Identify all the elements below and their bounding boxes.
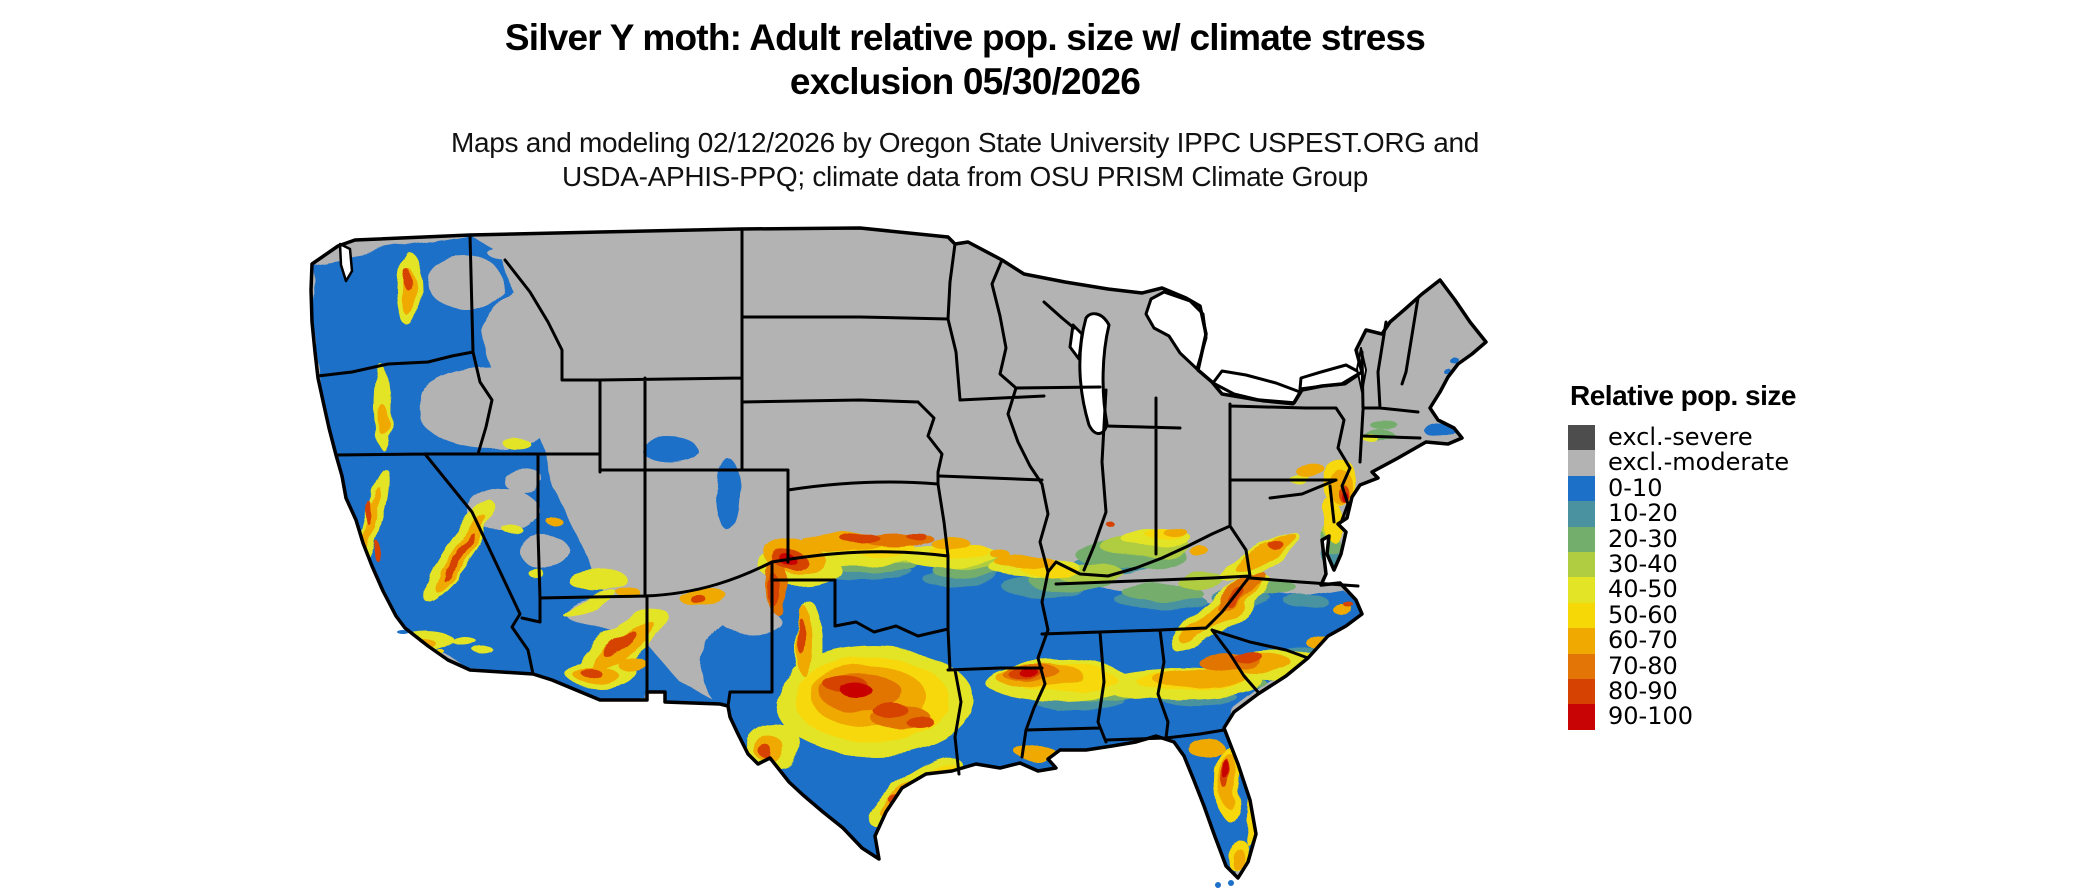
legend-label: 60-70 [1608, 626, 1678, 655]
plot-title-line1: Silver Y moth: Adult relative pop. size … [504, 17, 1426, 58]
legend-item: 30-40 [1568, 549, 1868, 578]
lake-huron [1144, 290, 1208, 371]
legend-label: 30-40 [1608, 549, 1678, 578]
legend-label: 90-100 [1608, 702, 1694, 731]
map-lakes [338, 242, 1367, 435]
legend-swatch-60-70 [1568, 628, 1595, 654]
legend-swatch-50-60 [1568, 602, 1595, 629]
legend-item: 70-80 [1568, 651, 1868, 680]
legend-swatch-90-100 [1568, 704, 1595, 730]
legend-label: 80-90 [1608, 676, 1678, 705]
plot-title-line2: exclusion 05/30/2026 [789, 61, 1141, 102]
legend-label: 50-60 [1608, 600, 1678, 629]
legend-label: excl.-severe [1608, 423, 1753, 451]
plot-header: Silver Y moth: Adult relative pop. size … [265, 16, 1665, 194]
legend-item: 20-30 [1568, 524, 1868, 553]
map-state-borders [316, 228, 1422, 776]
legend-swatch-excl-severe [1568, 425, 1595, 451]
legend-swatch-10-20 [1568, 501, 1595, 527]
map-zone-red [780, 495, 1351, 780]
legend-item: 90-100 [1568, 702, 1868, 731]
legend-item: 40-50 [1568, 575, 1868, 604]
plot-subtitle: Maps and modeling 02/12/2026 by Oregon S… [265, 126, 1665, 194]
legend-item: 80-90 [1568, 676, 1868, 705]
legend-item: 10-20 [1568, 499, 1868, 528]
legend-item: excl.-severe [1568, 423, 1868, 451]
legend-item: 50-60 [1568, 600, 1868, 629]
legend-label: 10-20 [1608, 499, 1678, 528]
legend-swatch-40-50 [1568, 577, 1595, 603]
legend-label: 40-50 [1608, 575, 1678, 604]
legend-label: 70-80 [1608, 651, 1678, 680]
legend-swatch-0-10 [1568, 475, 1595, 502]
legend-label: 20-30 [1608, 524, 1678, 553]
legend-swatch-excl-moderate [1568, 450, 1595, 476]
puget-sound [338, 242, 354, 283]
legend-item: 0-10 [1568, 473, 1868, 502]
legend-swatch-80-90 [1568, 678, 1595, 705]
map-legend: Relative pop. size excl.-severe excl.-mo… [1568, 380, 1868, 730]
map-coast-outline [309, 226, 1488, 880]
legend-item: excl.-moderate [1568, 448, 1868, 477]
plot-subtitle-line2: USDA-APHIS-PPQ; climate data from OSU PR… [561, 161, 1368, 192]
us-map [300, 222, 1540, 890]
legend-label: 0-10 [1608, 473, 1663, 502]
legend-item: 60-70 [1568, 626, 1868, 655]
map-raster-layer [311, 235, 1463, 878]
lake-michigan [1078, 312, 1111, 435]
legend-swatch-70-80 [1568, 653, 1595, 680]
legend-rows: excl.-severe excl.-moderate 0-10 10-20 2… [1568, 423, 1868, 731]
legend-swatch-30-40 [1568, 551, 1595, 578]
legend-title: Relative pop. size [1570, 380, 1796, 411]
legend-label: excl.-moderate [1608, 448, 1790, 477]
legend-swatch-20-30 [1568, 526, 1595, 553]
us-map-svg [309, 226, 1488, 888]
plot-subtitle-line1: Maps and modeling 02/12/2026 by Oregon S… [450, 127, 1480, 158]
green-bay [1068, 323, 1084, 361]
